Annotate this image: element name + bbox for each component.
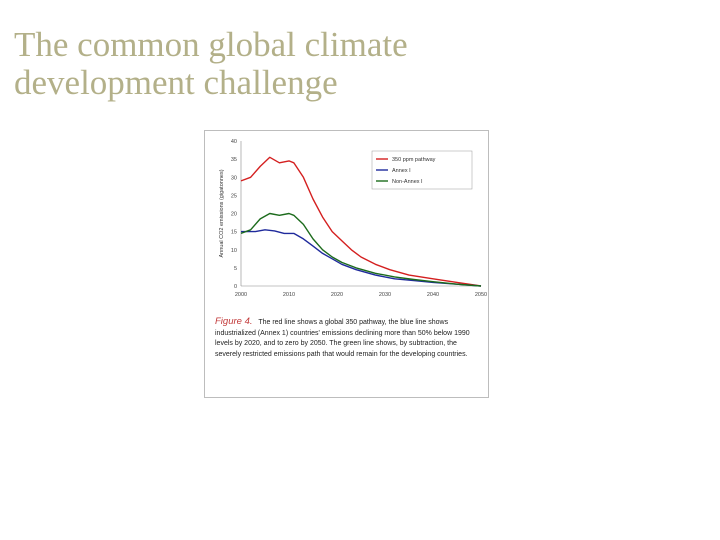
x-tick-label: 2000 — [235, 292, 247, 298]
y-tick-label: 30 — [231, 175, 237, 181]
x-tick-label: 2050 — [475, 292, 487, 298]
y-tick-label: 0 — [234, 284, 237, 290]
x-tick-label: 2010 — [283, 292, 295, 298]
legend-entry: Non-Annex I — [392, 179, 423, 185]
emissions-chart: 0 5 10 15 20 25 30 35 40 2000 2010 2020 2030 2040 2050… — [219, 139, 487, 298]
figure-caption: Figure 4. The red line shows a global 35… — [215, 316, 483, 360]
y-tick-label: 25 — [231, 193, 237, 199]
y-axis-label: Annual CO2 emissions (gigatonnes) — [219, 169, 225, 257]
chart-axes — [240, 141, 481, 287]
legend-box — [371, 150, 473, 190]
x-tick-label: 2020 — [331, 292, 343, 298]
legend-entry: 350 ppm pathway — [392, 157, 436, 163]
series-line-2 — [241, 229, 482, 287]
title-line-2: development challenge — [14, 63, 338, 102]
chart-ticks: 0 5 10 15 20 25 30 35 40 2000 2010 2020 2030 2040 2050… — [219, 139, 487, 298]
figure-caption-text: The red line shows a global 350 pathway,… — [215, 319, 470, 358]
figure-image: 0 5 10 15 20 25 30 35 40 2000 2010 2020 2030 2040 2050… — [204, 130, 489, 398]
legend-entry: Annex I — [392, 168, 411, 174]
y-tick-label: 15 — [231, 230, 237, 236]
figure-label: Figure 4. — [215, 316, 253, 327]
series-line-1 — [240, 156, 482, 287]
x-tick-label: 2040 — [427, 292, 439, 298]
title-line-1: The common global climate — [14, 25, 408, 64]
y-tick-label: 5 — [234, 266, 237, 272]
x-tick-label: 2030 — [379, 292, 391, 298]
y-tick-label: 20 — [231, 212, 237, 218]
y-tick-label: 40 — [231, 139, 237, 145]
chart-lines — [240, 156, 482, 287]
slide-title: The common global climate development ch… — [14, 26, 614, 102]
y-tick-label: 35 — [231, 157, 237, 163]
series-line-3 — [240, 212, 482, 287]
y-tick-label: 10 — [231, 248, 237, 254]
chart-legend: 350 ppm pathway Annex I Non-Annex I — [371, 150, 473, 190]
